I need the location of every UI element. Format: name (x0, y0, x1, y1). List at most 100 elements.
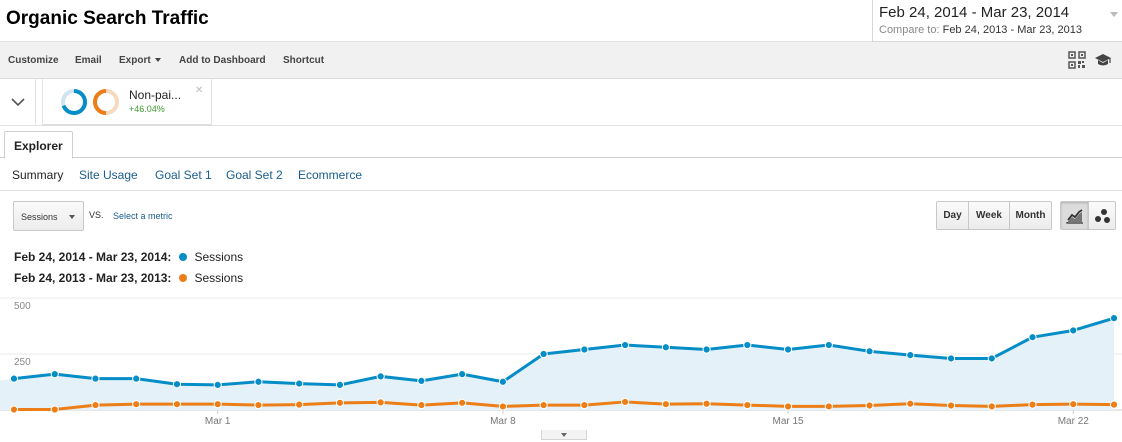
chart-controls: Sessions VS. Select a metric Day Week Mo… (0, 191, 1122, 239)
graduation-cap-icon[interactable] (1094, 51, 1112, 69)
report-toolbar: Customize Email Export Add to Dashboard … (0, 42, 1122, 79)
segment-name: Non-pai... (129, 88, 182, 102)
data-point (498, 377, 507, 386)
data-point (906, 351, 915, 360)
tab-strip: Explorer (0, 126, 1122, 159)
data-point (865, 347, 874, 356)
data-point (702, 345, 711, 354)
data-point (50, 370, 59, 379)
caret-down-icon (561, 433, 567, 437)
segment-card[interactable]: Non-pai... +46.04% ✕ (42, 79, 212, 126)
segment-toggle[interactable] (0, 79, 36, 126)
data-point (295, 400, 304, 409)
data-point (621, 397, 630, 407)
month-button[interactable]: Month (1009, 202, 1051, 229)
y-tick-label: 500 (14, 301, 31, 312)
subnav-goal-set-2[interactable]: Goal Set 2 (226, 168, 283, 182)
compare-range: Compare to: Feb 24, 2013 - Mar 23, 2013 (879, 24, 1082, 36)
chart-view-toggle (1060, 201, 1116, 230)
line-chart-icon (1065, 208, 1083, 224)
data-point (539, 349, 548, 359)
data-point (661, 400, 670, 409)
data-point (458, 370, 467, 379)
chart-collapse-handle[interactable] (541, 430, 587, 440)
segment-bar: Non-pai... +46.04% ✕ (0, 79, 1122, 126)
email-button[interactable]: Email (75, 55, 102, 66)
series-area-edge (0, 378, 14, 410)
qr-code-icon[interactable] (1068, 51, 1086, 69)
subnav-site-usage[interactable]: Site Usage (79, 168, 138, 182)
chevron-down-icon[interactable] (0, 79, 36, 126)
motion-chart-button[interactable] (1088, 202, 1115, 229)
export-label: Export (119, 55, 151, 66)
data-point (987, 402, 996, 411)
x-tick-label: Mar 8 (490, 416, 516, 427)
export-button[interactable]: Export (119, 55, 161, 66)
data-point (946, 401, 956, 410)
add-to-dashboard-button[interactable]: Add to Dashboard (179, 55, 266, 66)
x-tick-label: Mar 1 (205, 416, 231, 427)
data-point (132, 400, 141, 409)
data-point (539, 400, 548, 410)
data-point (702, 399, 711, 408)
sessions-line-chart[interactable]: 500 250 Mar 1 Mar 8 Mar 15 Mar 22 (0, 290, 1122, 430)
select-a-metric-link[interactable]: Select a metric (113, 211, 173, 221)
data-point (9, 405, 19, 414)
customize-button[interactable]: Customize (8, 55, 59, 66)
x-tick-label: Mar 15 (773, 416, 805, 427)
line-chart-button[interactable] (1061, 202, 1088, 229)
metric-select-value: Sessions (21, 212, 58, 222)
caret-down-icon (69, 215, 75, 219)
data-point (661, 343, 670, 352)
data-point (783, 402, 793, 411)
data-point (9, 374, 19, 383)
data-point (1028, 333, 1037, 342)
data-point (865, 401, 874, 410)
legend-item: Feb 24, 2013 - Mar 23, 2013: Sessions (14, 267, 243, 288)
close-icon[interactable]: ✕ (195, 85, 204, 96)
data-point (906, 399, 915, 408)
data-point (335, 398, 345, 407)
data-point (621, 340, 630, 350)
week-button[interactable]: Week (968, 202, 1009, 229)
date-range-picker[interactable]: Feb 24, 2014 - Mar 23, 2014 Compare to: … (872, 0, 1122, 42)
data-point (254, 400, 263, 410)
page-title: Organic Search Traffic (6, 8, 209, 29)
data-point (987, 354, 996, 363)
data-point (213, 400, 222, 409)
metric-select[interactable]: Sessions (13, 201, 84, 231)
legend-metric: Sessions (194, 249, 244, 264)
data-point (172, 380, 182, 389)
data-point (1028, 400, 1037, 409)
series-area (14, 318, 1114, 410)
data-point (91, 374, 100, 383)
interval-toggle: Day Week Month (936, 201, 1052, 230)
data-point (1069, 400, 1078, 409)
x-tick-label: Mar 22 (1058, 416, 1090, 427)
data-point (213, 380, 222, 390)
explorer-subnav: Summary Site Usage Goal Set 1 Goal Set 2… (0, 158, 1122, 191)
day-button[interactable]: Day (937, 202, 968, 229)
data-point (295, 379, 304, 388)
data-point (335, 380, 345, 390)
compare-label: Compare to: (879, 24, 940, 36)
shortcut-button[interactable]: Shortcut (283, 55, 325, 66)
compare-range-value: Feb 24, 2013 - Mar 23, 2013 (942, 24, 1083, 36)
legend-item: Feb 24, 2014 - Mar 23, 2014: Sessions (14, 246, 243, 267)
data-point (458, 398, 467, 407)
chevron-down-icon[interactable] (1110, 12, 1118, 17)
data-point (824, 402, 833, 411)
bubble-chart-icon (1095, 208, 1110, 223)
legend-dot (179, 273, 188, 282)
subnav-summary[interactable]: Summary (12, 168, 64, 182)
data-point (132, 374, 141, 383)
data-point (91, 400, 100, 410)
data-point (946, 354, 956, 363)
subnav-ecommerce[interactable]: Ecommerce (298, 168, 363, 182)
data-point (50, 405, 59, 414)
chart-legend: Feb 24, 2014 - Mar 23, 2014: Sessions Fe… (14, 246, 243, 288)
data-point (1109, 314, 1119, 323)
data-point (417, 376, 426, 385)
subnav-goal-set-1[interactable]: Goal Set 1 (155, 168, 212, 182)
tab-explorer[interactable]: Explorer (4, 131, 73, 159)
